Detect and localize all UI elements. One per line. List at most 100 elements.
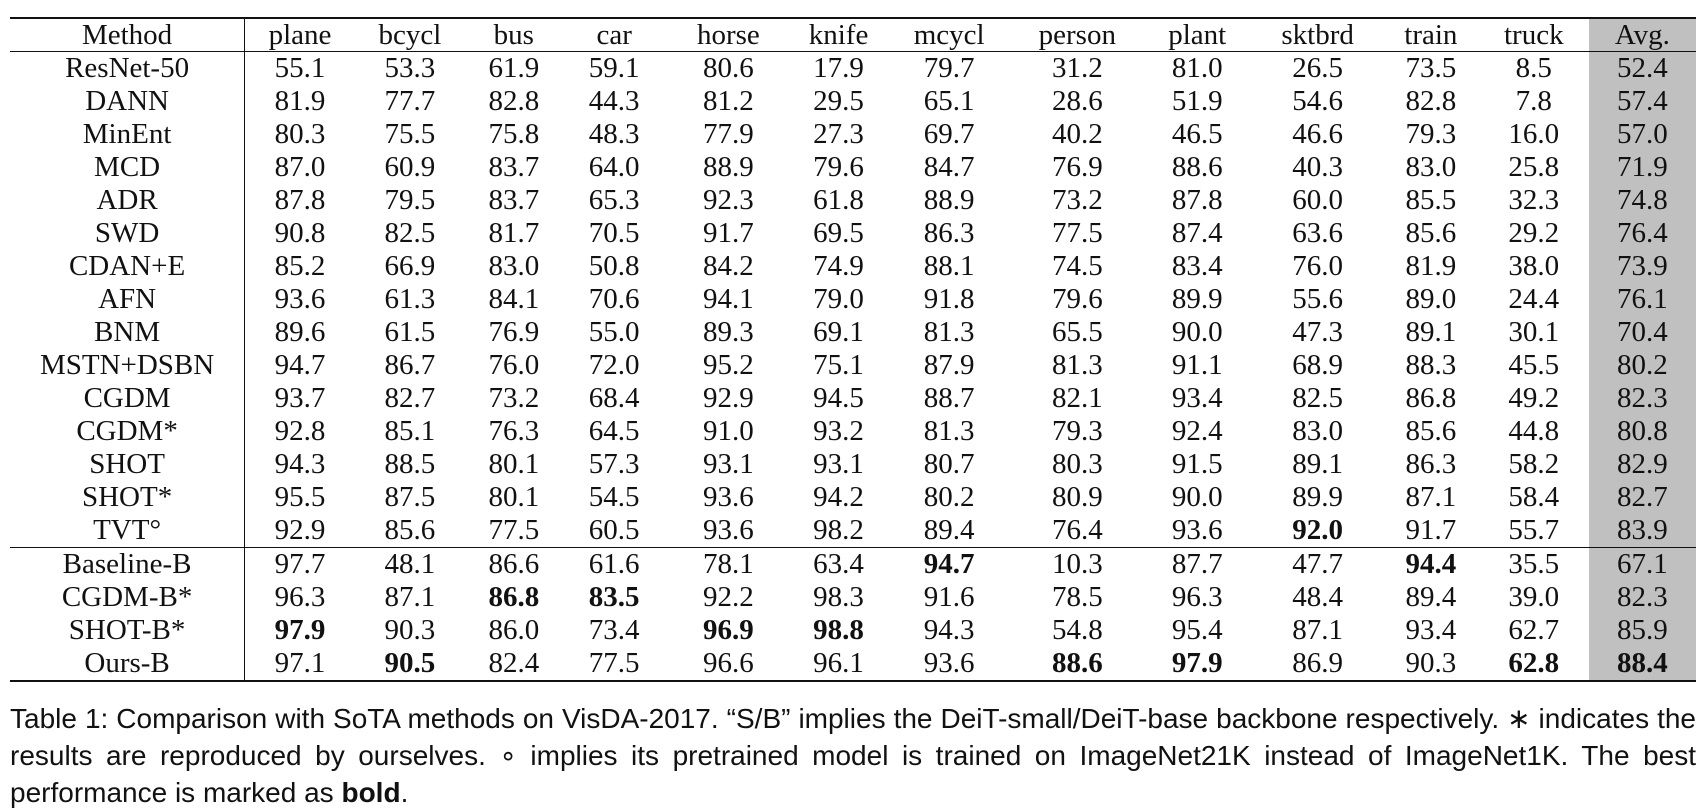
- value-cell: 85.2: [274, 250, 326, 282]
- table-row: DANN 81.9 77.7 82.8 44.3 81.2 29.5 65.1 28.6 51.9…: [10, 85, 1696, 118]
- value-cell: 76.4: [1588, 217, 1696, 250]
- value-cell: 80.6: [703, 52, 754, 84]
- value-cell: 76.9: [488, 316, 540, 348]
- column-header-9: plant: [1142, 17, 1253, 52]
- value-cell: 76.9: [1051, 151, 1103, 183]
- value-cell: 86.8: [1405, 382, 1457, 414]
- value-cell: 82.5: [1292, 382, 1344, 414]
- value-cell: 62.8: [1478, 647, 1589, 682]
- value-cell: 68.4: [588, 382, 640, 414]
- value-cell: 88.9: [923, 184, 975, 216]
- value-cell: 88.1: [923, 250, 975, 282]
- value-cell: 91.0: [703, 415, 754, 447]
- value-cell: 57.4: [1588, 85, 1696, 118]
- value-cell: 35.5: [1478, 547, 1589, 581]
- value-cell: 88.4: [1588, 647, 1696, 682]
- method-cell: ResNet-50: [10, 51, 246, 85]
- value-cell: 46.6: [1292, 118, 1344, 150]
- value-cell: 87.1: [1292, 614, 1344, 646]
- value-cell: 93.6: [885, 647, 1013, 682]
- value-cell: 82.3: [1588, 382, 1696, 415]
- value-cell: 92.8: [274, 415, 326, 447]
- value-cell: 26.5: [1292, 52, 1344, 84]
- value-cell: 49.2: [1508, 382, 1560, 414]
- value-cell: 24.4: [1508, 283, 1560, 315]
- value-cell: 86.3: [1405, 448, 1457, 480]
- value-cell: 38.0: [1508, 250, 1560, 282]
- value-cell: 98.3: [813, 581, 864, 613]
- value-cell: 80.1: [488, 481, 540, 513]
- value-cell: 57.0: [1588, 118, 1696, 151]
- value-cell: 91.5: [1171, 448, 1223, 480]
- value-cell: 58.2: [1508, 448, 1560, 480]
- value-cell: 86.6: [464, 547, 563, 581]
- value-cell: 89.3: [703, 316, 754, 348]
- table-row: Baseline-B 97.7 48.1 86.6 61.6 78.1 63.4 94.7 10…: [10, 547, 1696, 581]
- value-cell: 76.0: [488, 349, 540, 381]
- value-cell: 88.9: [703, 151, 754, 183]
- method-cell: MinEnt: [10, 118, 246, 151]
- value-cell: 44.8: [1508, 415, 1560, 447]
- value-cell: 66.9: [384, 250, 436, 282]
- value-cell: 80.2: [1588, 349, 1696, 382]
- value-cell: 93.6: [1171, 514, 1223, 546]
- value-cell: 7.8: [1515, 85, 1552, 117]
- value-cell: 55.6: [1292, 283, 1344, 315]
- value-cell: 54.8: [1051, 614, 1103, 646]
- value-cell: 10.3: [1012, 547, 1143, 581]
- value-cell: 83.4: [1171, 250, 1223, 282]
- value-cell: 61.5: [384, 316, 436, 348]
- value-cell: 82.1: [1051, 382, 1103, 414]
- method-cell: CGDM: [10, 382, 246, 415]
- value-cell: 27.3: [813, 118, 864, 150]
- value-cell: 30.1: [1508, 316, 1560, 348]
- table-header: Method plane bcycl bus car horse knife mcycl per…: [10, 17, 1696, 52]
- table-row: CGDM 93.7 82.7 73.2 68.4 92.9 94.5 88.7 82.1 93.4…: [10, 382, 1696, 415]
- value-cell: 86.0: [488, 614, 540, 646]
- value-cell: 74.8: [1588, 184, 1696, 217]
- method-cell: AFN: [10, 283, 246, 316]
- value-cell: 81.2: [703, 85, 754, 117]
- column-header-3: bus: [464, 17, 563, 52]
- value-cell: 92.3: [703, 184, 754, 216]
- value-cell: 65.1: [923, 85, 975, 117]
- value-cell: 87.1: [384, 581, 436, 613]
- value-cell: 88.6: [1012, 647, 1143, 682]
- method-cell: TVT°: [10, 514, 246, 548]
- value-cell: 89.9: [1171, 283, 1223, 315]
- results-table: Method plane bcycl bus car horse knife mcycl per…: [10, 17, 1696, 682]
- header-row: Method plane bcycl bus car horse knife mcycl per…: [10, 17, 1696, 52]
- value-cell: 91.7: [1405, 514, 1457, 546]
- value-cell: 97.1: [244, 647, 355, 682]
- value-cell: 90.3: [384, 614, 436, 646]
- value-cell: 59.1: [588, 52, 640, 84]
- value-cell: 88.7: [923, 382, 975, 414]
- value-cell: 45.5: [1508, 349, 1560, 381]
- value-cell: 97.7: [244, 547, 355, 581]
- value-cell: 60.5: [588, 514, 640, 546]
- value-cell: 85.1: [384, 415, 436, 447]
- value-cell: 81.3: [923, 415, 975, 447]
- method-cell: SHOT*: [10, 481, 246, 514]
- value-cell: 90.0: [1171, 316, 1223, 348]
- table-row: CGDM-B* 96.3 87.1 86.8 83.5 92.2 98.3 91.6 78.5 9…: [10, 581, 1696, 614]
- method-cell: MSTN+DSBN: [10, 349, 246, 382]
- table-body: ResNet-50 55.1 53.3 61.9 59.1 80.6 17.9 79.7 31.…: [10, 51, 1696, 682]
- value-cell: 53.3: [384, 52, 436, 84]
- value-cell: 92.4: [1171, 415, 1223, 447]
- value-cell: 52.4: [1588, 51, 1696, 85]
- value-cell: 82.9: [1588, 448, 1696, 481]
- value-cell: 76.0: [1292, 250, 1344, 282]
- method-cell: SHOT-B*: [10, 614, 246, 647]
- method-cell: DANN: [10, 85, 246, 118]
- value-cell: 79.5: [384, 184, 436, 216]
- value-cell: 94.7: [274, 349, 326, 381]
- method-cell: Baseline-B: [10, 547, 246, 581]
- value-cell: 93.7: [274, 382, 326, 414]
- value-cell: 29.5: [813, 85, 864, 117]
- value-cell: 94.3: [274, 448, 326, 480]
- value-cell: 65.3: [588, 184, 640, 216]
- value-cell: 83.7: [488, 184, 540, 216]
- value-cell: 73.9: [1588, 250, 1696, 283]
- value-cell: 89.4: [1405, 581, 1457, 613]
